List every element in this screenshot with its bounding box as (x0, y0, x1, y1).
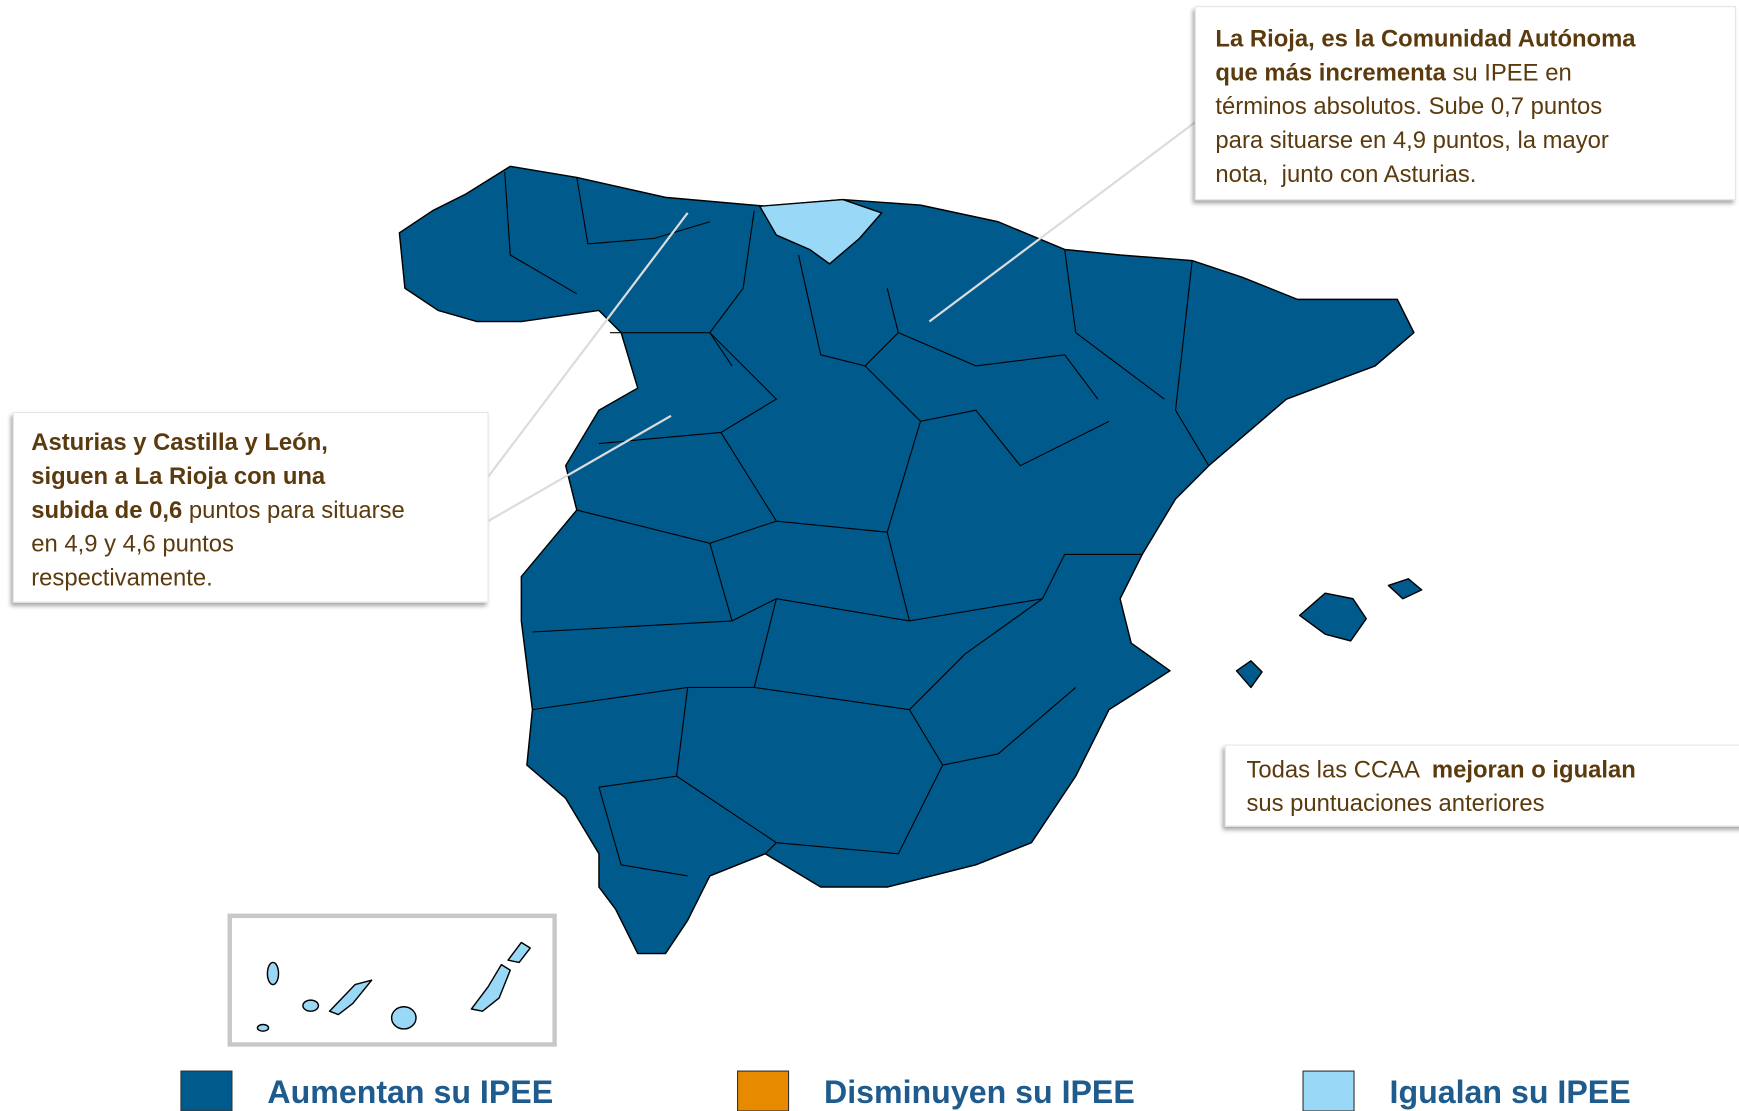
callout-box (12, 411, 489, 603)
legend-label: Aumentan su IPEE (267, 1074, 553, 1110)
ibiza (1235, 660, 1263, 689)
island (328, 979, 373, 1016)
callout-line: para situarse en 4,9 puntos, la mayor (1215, 127, 1608, 154)
callout-line: Asturias y Castilla y León, (31, 429, 328, 456)
mainland (398, 165, 1415, 955)
cantabria (759, 198, 883, 265)
callout-line: respectivamente. (31, 564, 212, 591)
callout-text: que más incrementa (1215, 59, 1446, 86)
legend-swatch (180, 1070, 233, 1111)
leader-line (928, 121, 1197, 323)
island (256, 1023, 270, 1032)
leader-lines (487, 121, 1197, 523)
callout-line: que más incrementa su IPEE en (1215, 59, 1571, 86)
callout-text: en 4,9 y 4,6 puntos (31, 531, 234, 558)
callout-text: respectivamente. (31, 564, 212, 591)
callout-line: en 4,9 y 4,6 puntos (31, 531, 234, 558)
callout-box (1224, 744, 1739, 827)
menorca (1387, 578, 1423, 600)
callout-line: nota, junto con Asturias. (1215, 161, 1476, 188)
callout-line: términos absolutos. Sube 0,7 puntos (1215, 93, 1602, 120)
callout-line: Todas las CCAA mejoran o igualan (1246, 756, 1635, 783)
callout-text: su IPEE en (1446, 59, 1572, 86)
callout-text: términos absolutos. Sube 0,7 puntos (1215, 93, 1602, 120)
legend: Aumentan su IPEE Disminuyen su IPEE Iguala… (180, 1070, 1631, 1111)
legend-label: Disminuyen su IPEE (824, 1074, 1135, 1110)
island (507, 941, 531, 964)
callout-text: para situarse en 4,9 puntos, la mayor (1215, 127, 1608, 154)
leader-line (487, 212, 689, 478)
callout-line: La Rioja, es la Comunidad Autónoma (1215, 26, 1636, 53)
callouts: La Rioja, es la Comunidad Autónoma que má… (12, 6, 1739, 827)
callout-line: subida de 0,6 puntos para situarse (31, 497, 405, 524)
callout-text: nota, junto con Asturias. (1215, 161, 1476, 188)
legend-label: Igualan su IPEE (1390, 1074, 1631, 1110)
mallorca (1298, 592, 1367, 642)
callout-text: mejoran o igualan (1432, 756, 1636, 783)
island (266, 961, 280, 986)
callout-text: La Rioja, es la Comunidad Autónoma (1215, 26, 1636, 53)
callout-text: subida de 0,6 (31, 497, 182, 524)
leader-line (487, 414, 672, 523)
island (302, 999, 320, 1012)
canary-inset (227, 913, 557, 1047)
callout-line: sus puntuaciones anteriores (1246, 790, 1544, 817)
province-borders (504, 171, 1210, 877)
callout-text: siguen a La Rioja con una (31, 463, 326, 490)
map (398, 165, 1423, 955)
callout-text: sus puntuaciones anteriores (1246, 790, 1544, 817)
callout-text: Todas las CCAA (1246, 756, 1431, 783)
callout-box (1194, 6, 1737, 201)
island (390, 1006, 417, 1030)
callout-text: puntos para situarse (182, 497, 405, 524)
callout-text: Asturias y Castilla y León, (31, 429, 328, 456)
legend-swatch (737, 1070, 790, 1111)
callout-line: siguen a La Rioja con una (31, 463, 326, 490)
legend-swatch (1302, 1070, 1355, 1111)
island (470, 963, 511, 1012)
